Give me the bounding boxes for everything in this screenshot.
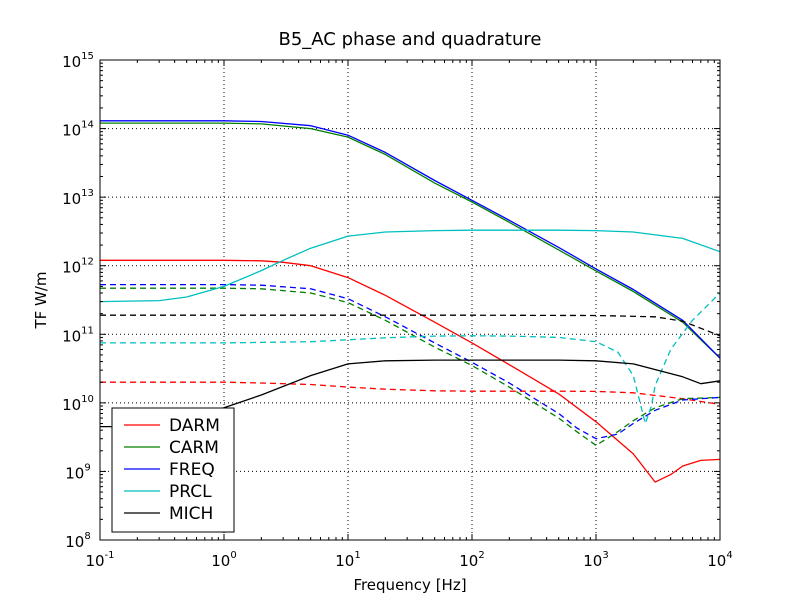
- y-axis-label: TF W/m: [32, 271, 50, 329]
- series-line-quadrature-dashed: [100, 381, 721, 406]
- legend-label-darm: DARM: [169, 416, 220, 436]
- x-tick-label: 102: [459, 550, 484, 570]
- y-tick-label: 1012: [62, 257, 94, 277]
- axis-ticks: [99, 59, 721, 541]
- series-line-prcl: [99, 229, 721, 303]
- y-tick-label: 1013: [62, 188, 94, 208]
- y-tick-label: 1015: [62, 51, 94, 71]
- series-line-carm: [100, 122, 721, 359]
- series-line-quadrature-dashed: [100, 292, 721, 425]
- legend-label-carm: CARM: [169, 438, 219, 458]
- series-lines: [99, 120, 721, 483]
- y-tick-label: 1010: [62, 394, 94, 414]
- x-tick-label: 104: [707, 550, 732, 570]
- y-tick-labels: 108 109 1010 1011 1012 1013 1014 1015: [62, 51, 94, 551]
- x-tick-label: 101: [335, 550, 360, 570]
- legend-label-prcl: PRCL: [169, 482, 212, 502]
- x-tick-label: 10-1: [85, 550, 114, 570]
- x-axis-label: Frequency [Hz]: [353, 576, 466, 594]
- series-line-quadrature-dashed: [100, 287, 721, 447]
- series-line-freq: [100, 120, 721, 359]
- series-line-darm: [100, 259, 721, 483]
- x-tick-label: 103: [583, 550, 608, 570]
- plot-frame: [99, 59, 721, 541]
- grid: [100, 60, 720, 540]
- x-tick-labels: 10-1 100 101 102 103 104: [85, 550, 732, 570]
- legend-label-mich: MICH: [169, 504, 213, 524]
- series-line-quadrature-dashed: [100, 283, 721, 440]
- legend-label-freq: FREQ: [169, 460, 215, 480]
- chart-title: B5_AC phase and quadrature: [279, 29, 542, 50]
- y-tick-label: 1011: [62, 325, 94, 345]
- y-tick-label: 109: [65, 462, 90, 482]
- series-line-quadrature-dashed: [100, 314, 721, 337]
- legend-box: [111, 407, 235, 533]
- y-tick-label: 108: [65, 531, 90, 551]
- y-tick-label: 1014: [62, 120, 94, 140]
- x-tick-label: 100: [211, 550, 236, 570]
